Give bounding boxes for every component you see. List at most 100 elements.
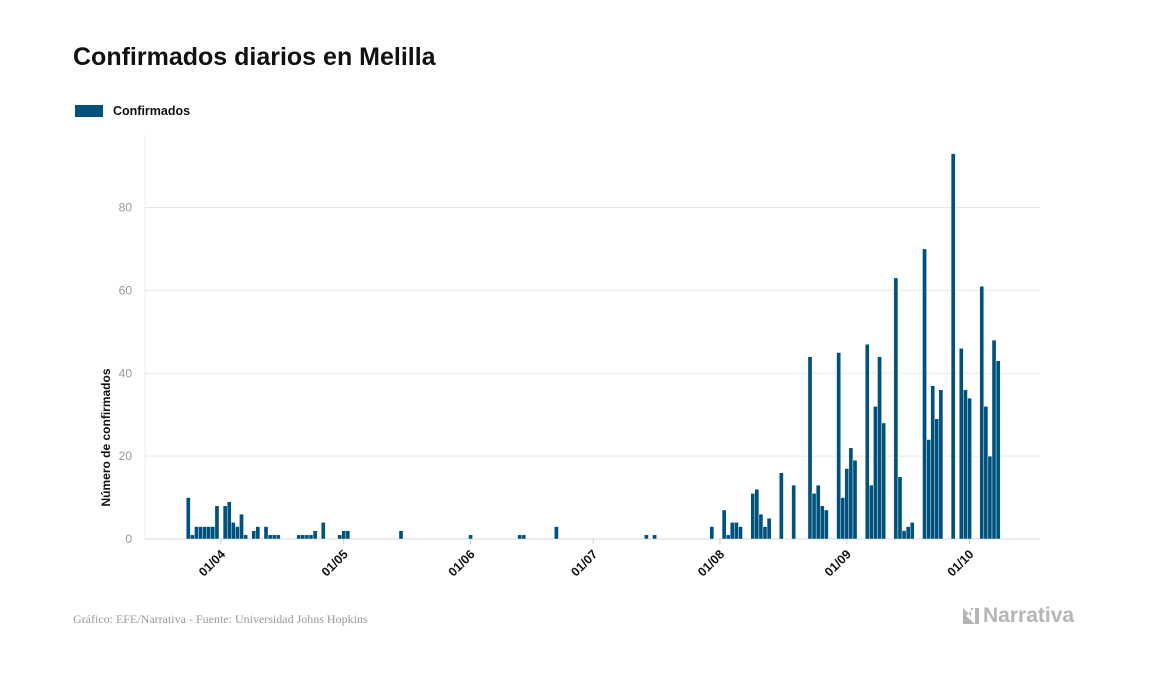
bar	[877, 356, 882, 540]
bar	[766, 518, 772, 540]
y-tick-label: 0	[125, 532, 132, 546]
bar	[300, 534, 306, 540]
bar	[239, 513, 244, 540]
bar	[255, 526, 261, 540]
bar	[930, 385, 935, 540]
bar	[206, 526, 212, 540]
x-tick-label: 01/05	[319, 547, 351, 579]
bar	[271, 534, 277, 540]
bar	[521, 534, 526, 540]
bar	[398, 530, 404, 540]
bar	[848, 447, 854, 540]
bar	[517, 534, 522, 540]
bar	[983, 406, 989, 540]
bar	[910, 522, 915, 540]
bar	[190, 534, 195, 540]
x-tick-label: 01/04	[196, 547, 228, 579]
y-tick-label: 60	[119, 283, 133, 297]
bar	[901, 530, 907, 540]
legend: Confirmados	[75, 104, 190, 118]
bar	[754, 489, 760, 540]
bar	[840, 497, 845, 540]
bar	[815, 484, 821, 540]
bar	[267, 534, 273, 540]
bar	[644, 534, 649, 540]
chart-title: Confirmados diarios en Melilla	[73, 43, 436, 71]
bar	[276, 534, 281, 540]
bar	[865, 344, 870, 540]
bar	[905, 526, 911, 540]
bar	[231, 522, 236, 540]
bar	[987, 455, 993, 540]
bar	[844, 468, 850, 540]
bar	[979, 286, 985, 540]
bar	[226, 501, 232, 540]
bar	[738, 526, 743, 540]
y-axis-label: Número de confirmados	[99, 368, 113, 506]
bar	[820, 505, 825, 540]
bar	[214, 505, 220, 540]
bar	[186, 497, 191, 540]
x-tick-label: 01/06	[446, 547, 478, 579]
bar	[210, 526, 216, 540]
legend-label: Confirmados	[113, 104, 191, 118]
bar	[926, 439, 931, 540]
x-tick-label: 01/08	[695, 547, 727, 579]
bar	[762, 526, 768, 540]
bar	[869, 484, 874, 540]
bar	[198, 526, 203, 540]
bar	[852, 460, 858, 540]
bar	[791, 484, 796, 540]
bar	[709, 526, 715, 540]
bar	[308, 534, 314, 540]
bar	[734, 522, 739, 540]
bar	[468, 534, 473, 540]
bar	[779, 472, 784, 540]
bar	[881, 422, 886, 540]
x-tick-label: 01/10	[945, 547, 977, 579]
bar	[251, 530, 257, 540]
y-tick-label: 20	[119, 449, 133, 463]
bar	[967, 397, 972, 540]
bar	[202, 526, 207, 540]
bar	[321, 522, 326, 540]
source-credit: Gráfico: EFE/Narrativa - Fuente: Univers…	[73, 612, 368, 626]
x-tick-label: 01/09	[822, 547, 854, 579]
bar	[304, 534, 310, 540]
bar	[963, 389, 968, 540]
bar	[222, 505, 228, 540]
bar	[950, 153, 956, 540]
bar	[554, 526, 559, 540]
bar	[934, 418, 940, 540]
y-tick-label: 80	[119, 201, 133, 215]
narrativa-logo-icon	[963, 608, 979, 624]
bar	[194, 526, 199, 540]
narrativa-logo: Narrativa	[962, 604, 1074, 628]
bar	[811, 493, 817, 540]
logo-text: Narrativa	[983, 604, 1075, 627]
bar	[652, 534, 657, 540]
bar	[938, 389, 944, 540]
bar	[337, 534, 342, 540]
bar	[725, 534, 731, 540]
bar	[897, 476, 903, 540]
bar	[345, 530, 351, 540]
bar	[922, 248, 927, 540]
legend-swatch	[75, 105, 103, 117]
bar	[836, 352, 841, 540]
bar	[235, 526, 240, 540]
bar	[721, 509, 727, 540]
bar	[991, 339, 997, 540]
bar	[824, 509, 829, 540]
x-tick-label: 01/07	[568, 547, 600, 579]
bar	[807, 356, 813, 540]
bar	[758, 513, 764, 540]
bar	[296, 534, 301, 540]
bar	[341, 530, 346, 540]
bar	[750, 493, 755, 540]
bar	[263, 526, 269, 540]
y-tick-label: 40	[119, 366, 133, 380]
bar	[893, 277, 899, 540]
bar	[959, 348, 964, 540]
